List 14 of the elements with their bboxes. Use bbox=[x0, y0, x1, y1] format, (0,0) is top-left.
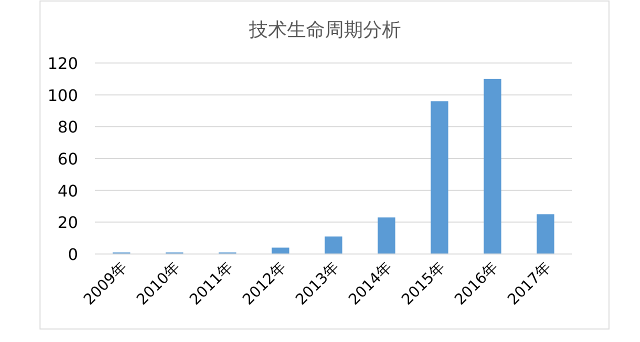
bar bbox=[272, 248, 290, 254]
bar bbox=[378, 217, 396, 254]
y-tick-label: 0 bbox=[68, 245, 78, 264]
y-tick-label: 80 bbox=[58, 118, 78, 137]
bar bbox=[430, 101, 448, 254]
y-tick-label: 20 bbox=[58, 213, 78, 232]
y-tick-label: 60 bbox=[58, 150, 78, 168]
bar bbox=[536, 214, 554, 254]
y-tick-label: 40 bbox=[58, 181, 78, 200]
y-tick-label: 100 bbox=[47, 86, 78, 105]
chart-title: 技术生命周期分析 bbox=[248, 19, 401, 41]
bar bbox=[484, 78, 502, 254]
bar bbox=[324, 236, 342, 254]
y-tick-label: 120 bbox=[47, 54, 78, 73]
